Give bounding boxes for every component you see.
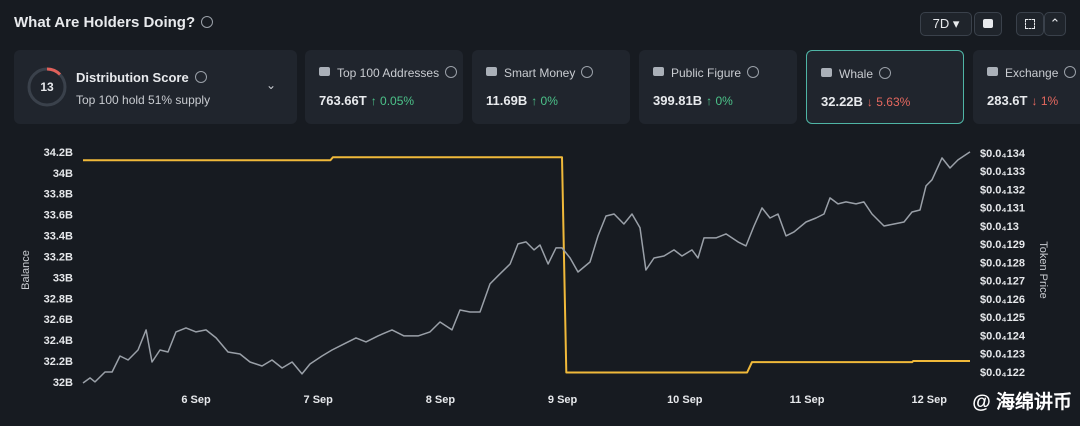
info-icon xyxy=(581,66,594,78)
y-tick-label: 33B xyxy=(53,272,73,284)
title: What Are Holders Doing? xyxy=(14,14,196,31)
score: 13 xyxy=(40,80,54,94)
collapse-button[interactable]: ⌃ xyxy=(1044,12,1066,36)
series-line xyxy=(83,156,970,374)
y-tick-label: 32.2B xyxy=(44,356,73,368)
info-icon xyxy=(879,67,892,79)
y2-tick-label: $0.0₄132 xyxy=(980,184,1025,196)
card-icon xyxy=(653,67,664,76)
y-tick-label: 32.8B xyxy=(44,293,73,305)
card-value: 399.81B ↑ 0% xyxy=(653,93,733,108)
card-value: 763.66T ↑ 0.05% xyxy=(319,93,415,108)
card-label: Top 100 Addresses xyxy=(337,66,458,80)
y2-tick-label: $0.0₄133 xyxy=(980,166,1025,178)
metric-card[interactable]: Exchange 283.6T ↓ 1% xyxy=(973,50,1080,124)
period-select[interactable]: 7D ▾ xyxy=(920,12,972,36)
score-card[interactable]: 13 Distribution Score Top 100 hold 51% s… xyxy=(14,50,297,124)
y2-tick-label: $0.0₄127 xyxy=(980,276,1025,288)
expand-icon[interactable]: ⌄ xyxy=(266,78,277,92)
card-change: ↓ 1% xyxy=(1031,94,1059,108)
y2-tick-label: $0.0₄134 xyxy=(980,148,1026,160)
y2-tick-label: $0.0₄131 xyxy=(980,203,1025,215)
y2-axis-title: Token Price xyxy=(1037,241,1049,298)
card-change: ↑ 0% xyxy=(706,94,733,108)
info-icon xyxy=(445,66,458,78)
info-icon xyxy=(1064,66,1077,78)
info-icon xyxy=(747,66,760,78)
card-icon xyxy=(319,67,330,76)
calendar-button[interactable] xyxy=(974,12,1002,36)
score-gauge: 13 xyxy=(27,67,67,107)
series-line xyxy=(82,151,971,384)
card-label: Exchange xyxy=(1005,66,1077,80)
y-tick-label: 32.6B xyxy=(44,314,73,326)
y-tick-label: 33.2B xyxy=(44,251,73,263)
card-icon xyxy=(486,67,497,76)
period: 7D xyxy=(932,16,950,31)
y-tick-label: 34.2B xyxy=(44,147,73,159)
x-tick-label: 9 Sep xyxy=(548,394,578,406)
y2-tick-label: $0.0₄128 xyxy=(980,257,1025,269)
y-tick-label: 33.4B xyxy=(44,231,73,243)
card-value: 32.22B ↓ 5.63% xyxy=(821,94,911,109)
y-tick-label: 33.6B xyxy=(44,210,73,222)
y-axis-title: Balance xyxy=(20,250,32,290)
card-label: Whale xyxy=(839,67,892,81)
metric-card[interactable]: Public Figure 399.81B ↑ 0% xyxy=(639,50,797,124)
y-tick-label: 32B xyxy=(53,377,73,389)
header: What Are Holders Doing? xyxy=(14,14,214,31)
score-sub: Top 100 hold 51% supply xyxy=(76,93,211,107)
info-icon[interactable] xyxy=(201,16,214,28)
y2-tick-label: $0.0₄123 xyxy=(980,349,1025,361)
y2-tick-label: $0.0₄125 xyxy=(980,312,1025,324)
card-value: 11.69B ↑ 0% xyxy=(486,93,558,108)
score-label-text: Distribution Score xyxy=(76,70,189,85)
fullscreen-button[interactable] xyxy=(1016,12,1044,36)
card-change: ↑ 0.05% xyxy=(370,94,415,108)
y-tick-label: 32.4B xyxy=(44,335,73,347)
card-change: ↓ 5.63% xyxy=(866,95,911,109)
score-label: Distribution Score xyxy=(76,70,207,85)
card-icon xyxy=(987,67,998,76)
y-tick-label: 33.8B xyxy=(44,189,73,201)
x-tick-label: 11 Sep xyxy=(790,394,825,406)
x-tick-label: 8 Sep xyxy=(426,394,456,406)
card-value: 283.6T ↓ 1% xyxy=(987,93,1059,108)
y2-tick-label: $0.0₄13 xyxy=(980,221,1019,233)
y2-tick-label: $0.0₄129 xyxy=(980,239,1025,251)
card-label: Public Figure xyxy=(671,66,760,80)
metric-card[interactable]: Whale 32.22B ↓ 5.63% xyxy=(806,50,964,124)
x-tick-label: 12 Sep xyxy=(911,394,947,406)
card-label: Smart Money xyxy=(504,66,594,80)
metric-card[interactable]: Top 100 Addresses 763.66T ↑ 0.05% xyxy=(305,50,463,124)
metric-card[interactable]: Smart Money 11.69B ↑ 0% xyxy=(472,50,630,124)
y-tick-label: 34B xyxy=(53,168,73,180)
y2-tick-label: $0.0₄126 xyxy=(980,294,1025,306)
card-change: ↑ 0% xyxy=(531,94,558,108)
y2-tick-label: $0.0₄122 xyxy=(980,367,1025,379)
watermark: @ 海绵讲币 xyxy=(972,392,1072,413)
card-icon xyxy=(821,68,832,77)
y2-tick-label: $0.0₄124 xyxy=(980,330,1026,342)
x-tick-label: 7 Sep xyxy=(304,394,334,406)
x-tick-label: 10 Sep xyxy=(667,394,703,406)
x-tick-label: 6 Sep xyxy=(181,394,211,406)
